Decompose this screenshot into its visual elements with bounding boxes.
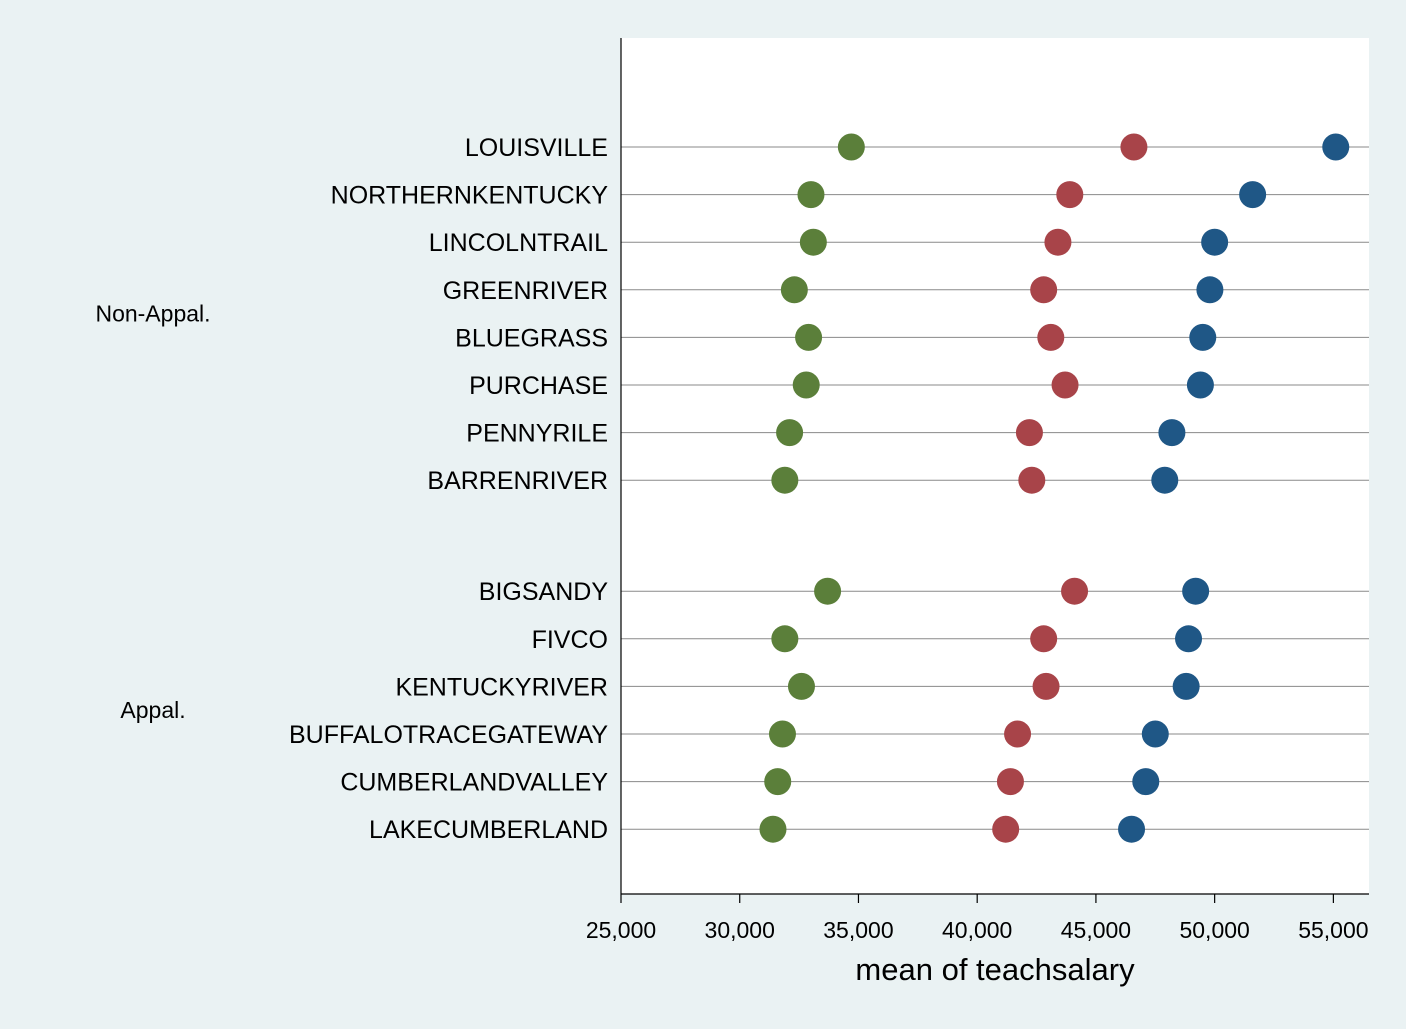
x-tick-label: 25,000 [586,917,656,943]
data-point [1120,133,1148,161]
x-tick-label: 40,000 [942,917,1012,943]
data-point [768,720,796,748]
data-point [1032,672,1060,700]
category-label: PENNYRILE [466,420,608,448]
category-label: FIVCO [532,626,608,654]
data-point [1196,276,1224,304]
data-point [1061,577,1089,605]
category-label: GREENRIVER [443,277,608,305]
data-point [797,181,825,209]
data-point [992,815,1020,843]
data-point [776,419,804,447]
data-point [1151,466,1179,494]
group-label: Non-Appal. [95,301,210,327]
data-point [1132,768,1160,796]
plot-area [621,38,1369,894]
data-point [1037,323,1065,351]
x-tick-label: 30,000 [705,917,775,943]
data-point [759,815,787,843]
group-labels: Non-Appal. Appal. [95,301,210,724]
category-label: LOUISVILLE [465,134,608,162]
x-axis-title: mean of teachsalary [855,952,1135,987]
data-point [787,672,815,700]
data-point [1004,720,1032,748]
category-label: KENTUCKYRIVER [395,673,608,701]
category-label: BUFFALOTRACEGATEWAY [289,721,608,749]
data-point [1201,228,1229,256]
data-point [764,768,792,796]
data-point [814,577,842,605]
group-label: Appal. [120,697,185,723]
data-point [1118,815,1146,843]
data-point [996,768,1024,796]
data-point [771,625,799,653]
data-point [1056,181,1084,209]
category-label: NORTHERNKENTUCKY [331,182,609,210]
category-labels: LOUISVILLE NORTHERNKENTUCKY LINCOLNTRAIL GR… [289,134,608,844]
data-point [771,466,799,494]
data-point [795,323,823,351]
data-point [1018,466,1046,494]
data-point [1030,625,1058,653]
data-point [837,133,865,161]
data-point [1175,625,1203,653]
data-point [792,371,820,399]
data-point [1186,371,1214,399]
data-point [1322,133,1350,161]
category-label: LAKECUMBERLAND [369,816,608,844]
data-point [1051,371,1079,399]
data-point [1158,419,1186,447]
data-point [1172,672,1200,700]
category-label: BARRENRIVER [427,467,608,495]
data-point [1189,323,1217,351]
x-axis-ticks: 25,000 30,000 35,000 40,000 45,000 50,000 55,0… [586,894,1369,943]
x-tick-label: 45,000 [1061,917,1131,943]
data-point [1239,181,1267,209]
data-point [1182,577,1210,605]
data-point [1030,276,1058,304]
data-point [1044,228,1072,256]
x-tick-label: 50,000 [1179,917,1249,943]
data-point [1015,419,1043,447]
category-label: BLUEGRASS [455,324,608,352]
x-tick-label: 55,000 [1298,917,1368,943]
data-point [799,228,827,256]
category-label: LINCOLNTRAIL [429,229,608,257]
category-label: BIGSANDY [479,578,609,606]
data-point [780,276,808,304]
x-tick-label: 35,000 [823,917,893,943]
data-points [759,133,1350,843]
data-point [1141,720,1169,748]
category-label: PURCHASE [469,372,608,400]
category-label: CUMBERLANDVALLEY [340,769,608,797]
